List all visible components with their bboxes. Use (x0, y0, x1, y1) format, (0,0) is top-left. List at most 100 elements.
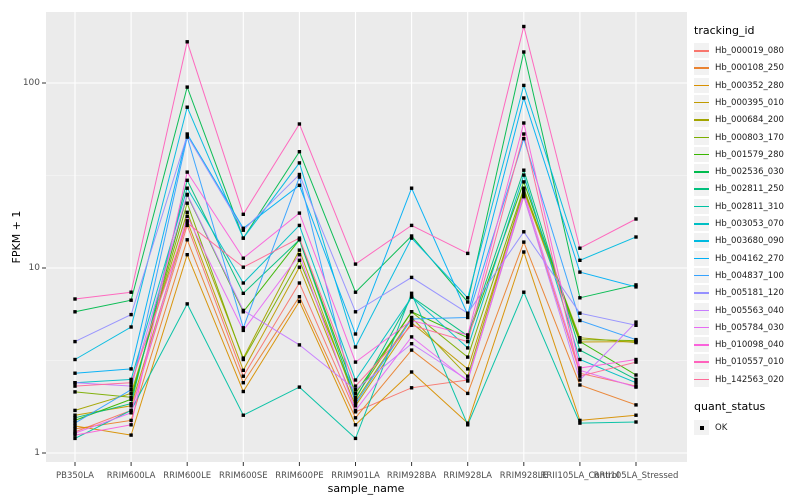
x-tick-label-RRIM600PE: RRIM600PE (275, 471, 324, 481)
data-point (466, 333, 470, 337)
data-point (297, 238, 302, 242)
legend-key-line-icon (694, 223, 709, 225)
data-point (578, 348, 582, 352)
data-point (185, 238, 189, 242)
legend-key-line-icon (694, 136, 709, 139)
y-axis-title: FPKM + 1 (10, 210, 23, 264)
legend-key-line-icon (694, 171, 709, 173)
data-point (297, 122, 302, 126)
data-point (522, 250, 526, 254)
data-point (297, 385, 302, 389)
data-point (185, 105, 189, 109)
data-point (353, 345, 358, 349)
data-point (522, 240, 526, 244)
legend-key-line-icon (694, 292, 709, 294)
data-point (466, 355, 470, 359)
data-point (578, 336, 582, 340)
data-point (353, 378, 358, 382)
data-point (578, 318, 582, 323)
legend-label: Hb_001579_280 (715, 149, 784, 160)
legend-key-swatch (694, 77, 709, 93)
data-point (185, 253, 189, 257)
data-point (522, 168, 526, 172)
data-point (241, 389, 245, 394)
x-tick-label-RRII105LA_Stressed: RRII105LA_Stressed (593, 471, 679, 481)
legend-key-line-icon (694, 119, 709, 121)
data-point (73, 433, 77, 437)
data-point (578, 296, 582, 300)
data-point (185, 85, 189, 89)
data-point (466, 421, 470, 425)
panel-background (46, 12, 687, 462)
legend-label: Hb_010557_010 (715, 357, 784, 368)
data-point (185, 219, 189, 223)
data-point (241, 308, 245, 313)
data-point (522, 50, 526, 54)
data-point (185, 214, 189, 219)
data-point (129, 325, 133, 329)
legend-label: Hb_004162_270 (715, 253, 784, 264)
data-point (129, 411, 133, 415)
data-point (466, 251, 470, 256)
data-point (409, 370, 414, 374)
legend-key-line-icon (694, 153, 709, 156)
data-point (185, 170, 189, 174)
legend-key-line-icon (694, 188, 709, 190)
legend-key-swatch (694, 94, 709, 110)
data-point (634, 357, 638, 362)
data-point (409, 386, 414, 390)
legend-label: Hb_005784_030 (715, 322, 784, 333)
data-point (241, 265, 245, 269)
legend-key-line-icon (694, 309, 709, 312)
data-point (73, 408, 77, 413)
data-point (241, 374, 245, 378)
data-point (353, 310, 358, 314)
quant-status-legend-title: quant_status (694, 400, 766, 413)
data-point (409, 310, 414, 314)
legend-label: Hb_002811_310 (715, 201, 784, 212)
data-point (634, 377, 638, 382)
data-point (578, 258, 582, 262)
data-point (73, 421, 77, 425)
legend-key-line-icon (694, 84, 709, 87)
data-point (185, 40, 189, 44)
legend-label: Hb_003053_070 (715, 219, 784, 229)
data-point (578, 378, 582, 382)
legend-label: Hb_000352_280 (715, 80, 784, 91)
data-point (129, 408, 133, 413)
data-point (522, 186, 526, 190)
x-tick-label-RRIM928BA: RRIM928BA (386, 471, 437, 481)
data-point (129, 391, 133, 396)
data-point (578, 374, 582, 378)
data-point (353, 436, 358, 441)
data-point (409, 318, 414, 323)
data-point (634, 285, 638, 289)
legend-label: Hb_000019_080 (715, 46, 784, 56)
data-point (129, 388, 133, 392)
legend-key-swatch (694, 60, 709, 76)
legend-key-swatch (694, 112, 709, 128)
data-point (353, 360, 358, 364)
data-point (129, 367, 133, 371)
data-point (522, 290, 526, 294)
data-point (353, 391, 358, 396)
data-point (185, 186, 189, 190)
data-point (297, 223, 302, 228)
data-point (353, 401, 358, 406)
legend-key-line-icon (694, 240, 709, 242)
data-point (297, 258, 302, 262)
data-point (185, 223, 189, 228)
data-point (241, 368, 245, 372)
data-point (353, 423, 358, 427)
data-point (297, 236, 302, 240)
data-point (578, 368, 582, 372)
data-point (129, 298, 133, 302)
data-point (185, 210, 189, 214)
data-point (73, 390, 77, 394)
data-point (466, 423, 470, 427)
legend-label: Hb_003680_090 (715, 236, 784, 247)
legend-key-swatch (694, 337, 709, 353)
data-point (241, 326, 245, 330)
data-point (522, 180, 526, 184)
legend-key-line-icon (694, 344, 709, 346)
